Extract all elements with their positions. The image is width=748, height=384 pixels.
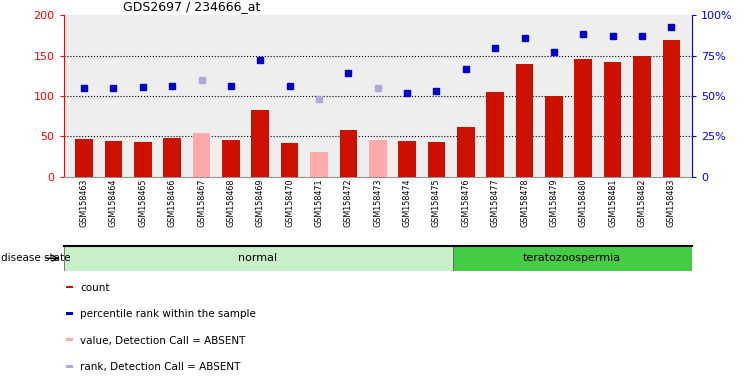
Text: GSM158476: GSM158476 [462,179,470,227]
Text: GSM158474: GSM158474 [402,179,411,227]
Text: GSM158466: GSM158466 [168,179,177,227]
Bar [64,246,453,271]
Text: GSM158468: GSM158468 [227,179,236,227]
Bar [67,338,73,341]
Bar [663,40,680,177]
Bar [251,110,269,177]
Text: rank, Detection Call = ABSENT: rank, Detection Call = ABSENT [80,362,241,372]
Bar [67,312,73,315]
Text: GSM158472: GSM158472 [344,179,353,227]
Bar [105,141,123,177]
Text: GSM158467: GSM158467 [197,179,206,227]
Text: GSM158473: GSM158473 [373,179,382,227]
Bar [604,62,622,177]
Bar [545,96,562,177]
Bar [134,142,152,177]
Bar [486,92,504,177]
Bar [280,143,298,177]
Text: GSM158464: GSM158464 [109,179,118,227]
Text: GSM158470: GSM158470 [285,179,294,227]
Text: GSM158480: GSM158480 [579,179,588,227]
Bar [76,139,93,177]
Bar [457,127,475,177]
Bar [574,59,592,177]
Text: GSM158477: GSM158477 [491,179,500,227]
Text: GSM158469: GSM158469 [256,179,265,227]
Text: GSM158465: GSM158465 [138,179,147,227]
Text: GSM158475: GSM158475 [432,179,441,227]
Text: GSM158481: GSM158481 [608,179,617,227]
Bar [67,365,73,367]
Bar [67,286,73,288]
Text: teratozoospermia: teratozoospermia [523,253,622,263]
Text: value, Detection Call = ABSENT: value, Detection Call = ABSENT [80,336,246,346]
Text: disease state: disease state [1,253,71,263]
Bar [428,142,445,177]
Text: GDS2697 / 234666_at: GDS2697 / 234666_at [123,0,261,13]
Bar [633,56,651,177]
Text: GSM158478: GSM158478 [520,179,529,227]
Bar [515,64,533,177]
Bar [222,139,240,177]
Text: GSM158479: GSM158479 [549,179,559,227]
Text: percentile rank within the sample: percentile rank within the sample [80,309,257,319]
Text: GSM158482: GSM158482 [637,179,646,227]
Text: GSM158463: GSM158463 [79,179,88,227]
Bar [453,246,692,271]
Bar [398,141,416,177]
Text: normal: normal [239,253,278,263]
Bar [193,133,210,177]
Text: count: count [80,283,110,293]
Bar [340,130,358,177]
Bar [369,139,387,177]
Bar [310,152,328,177]
Bar [163,138,181,177]
Text: GSM158471: GSM158471 [314,179,324,227]
Text: GSM158483: GSM158483 [667,179,676,227]
